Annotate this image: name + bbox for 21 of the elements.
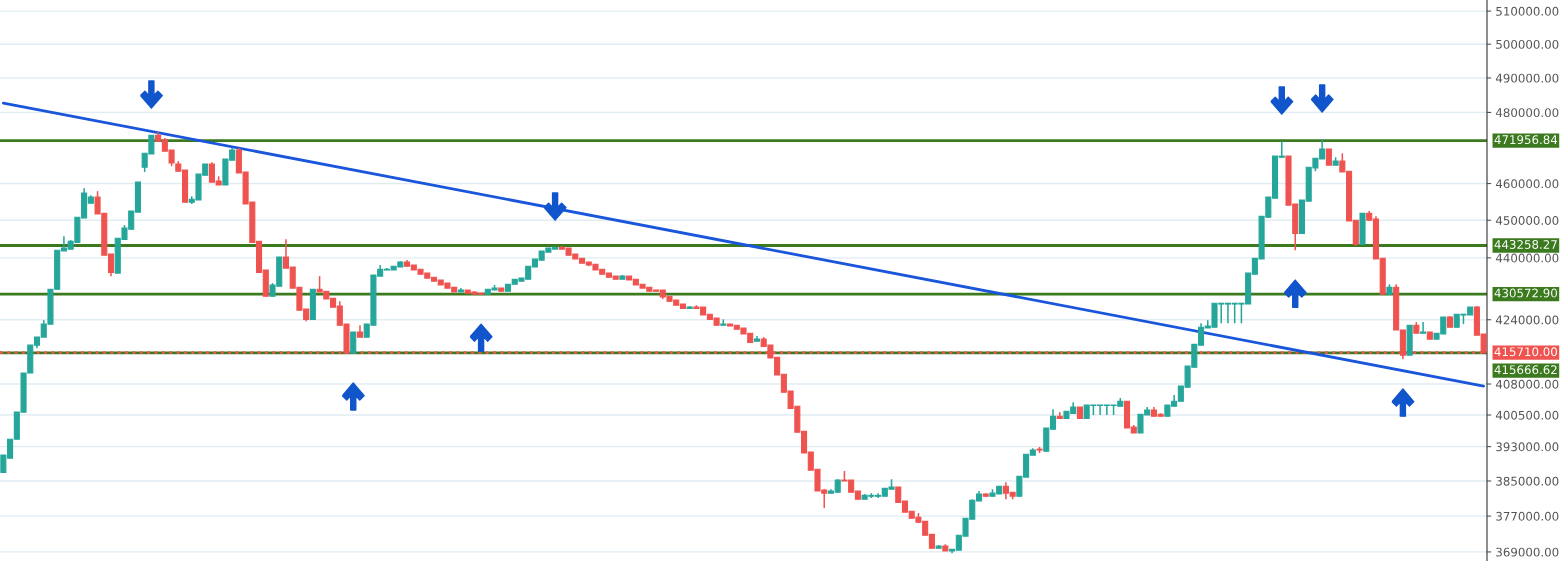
ref-line-label: 430572.90 <box>1494 288 1557 298</box>
candlestick <box>350 331 357 354</box>
y-tick-label: 450000.00 <box>1495 216 1559 225</box>
y-tick-label: 400500.00 <box>1495 410 1559 420</box>
y-tick-label: 460000.00 <box>1495 179 1559 189</box>
y-tick-label: 500000.00 <box>1496 39 1559 49</box>
ref-line-label: 415666.62 <box>1494 365 1557 375</box>
y-tick-label: 369000.00 <box>1496 547 1559 557</box>
y-tick-label: 424000.00 <box>1495 315 1559 325</box>
y-tick-label: 393000.00 <box>1496 442 1559 452</box>
y-tick-label: 480000.00 <box>1495 108 1559 118</box>
y-tick-label: 408000.00 <box>1495 379 1559 389</box>
y-tick-label: 440000.00 <box>1495 253 1559 263</box>
y-tick-label: 377000.00 <box>1496 511 1559 521</box>
ref-line-label: 415710.00 <box>1494 347 1557 357</box>
y-tick-label: 490000.00 <box>1495 73 1559 83</box>
ref-line-label: 443258.27 <box>1494 239 1557 249</box>
y-tick-label: 385000.00 <box>1496 476 1559 486</box>
y-tick-label: 510000.00 <box>1496 6 1559 16</box>
candlestick <box>1420 321 1427 334</box>
ref-line-label: 471956.84 <box>1494 135 1558 145</box>
